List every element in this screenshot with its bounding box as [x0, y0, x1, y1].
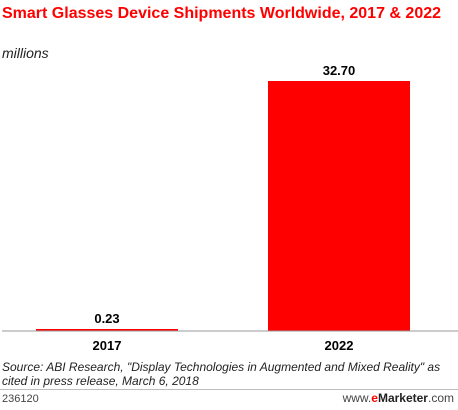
brand-suffix: .com — [427, 391, 454, 405]
source-note: Source: ABI Research, "Display Technolog… — [2, 360, 441, 388]
bar-2017 — [36, 329, 178, 331]
bar-chart: 0.23 2017 32.70 2022 — [2, 63, 458, 353]
footer-rule — [0, 389, 458, 390]
brand-logo: www.eMarketer.com — [343, 391, 454, 405]
value-label-2017: 0.23 — [94, 311, 119, 326]
chart-subtitle: millions — [2, 45, 49, 61]
brand-prefix: www. — [342, 391, 372, 405]
bar-2022 — [268, 81, 410, 331]
chart-title: Smart Glasses Device Shipments Worldwide… — [2, 5, 442, 22]
brand-name: Marketer — [377, 391, 428, 405]
bars-group — [36, 81, 410, 331]
brand-e: e — [371, 391, 378, 405]
labels-group: 0.23 2017 32.70 2022 — [93, 63, 356, 353]
value-label-2022: 32.70 — [323, 63, 356, 78]
category-label-2017: 2017 — [93, 338, 122, 353]
category-label-2022: 2022 — [325, 338, 354, 353]
chart-id: 236120 — [2, 393, 39, 405]
